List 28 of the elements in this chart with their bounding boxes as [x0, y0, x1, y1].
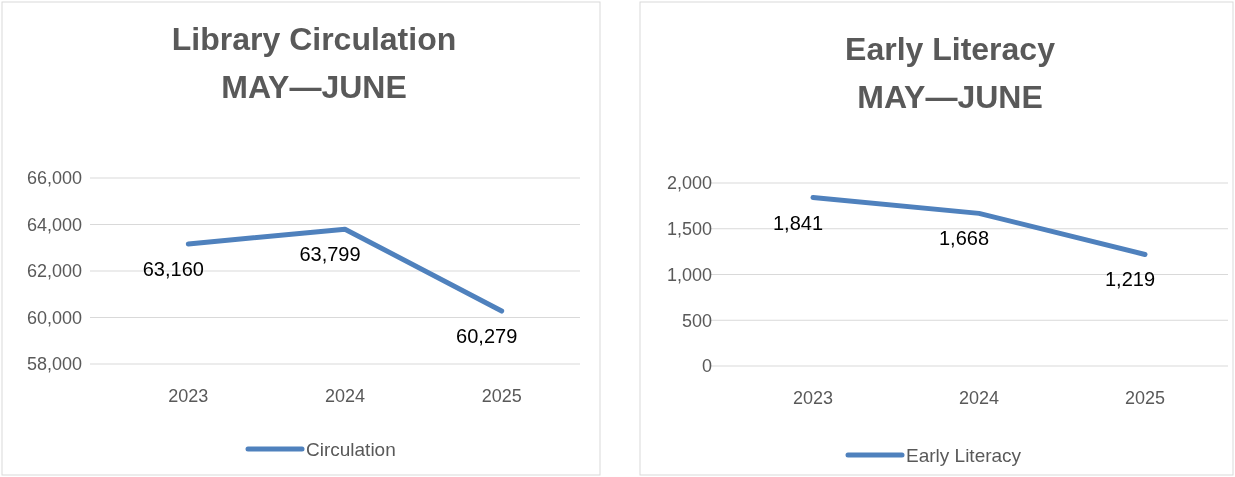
x-tick-label: 2023: [168, 386, 209, 406]
y-tick-label: 1,500: [666, 219, 712, 240]
y-tick-label: 2,000: [666, 173, 712, 194]
data-label: 60,279: [456, 325, 518, 348]
y-tick-label: 66,000: [26, 168, 82, 189]
x-tick-label: 2025: [481, 386, 522, 406]
chart-subtitle: MAY—JUNE: [221, 69, 407, 105]
y-tick-label: 0: [701, 356, 712, 377]
data-label: 1,219: [1104, 268, 1156, 291]
data-label: 1,841: [772, 211, 824, 234]
legend-label: Circulation: [306, 438, 396, 460]
y-tick-label: 64,000: [26, 214, 82, 235]
x-tick-label: 2023: [792, 388, 834, 408]
x-tick-label: 2025: [1124, 388, 1166, 408]
chart-subtitle: MAY—JUNE: [857, 79, 1043, 115]
y-tick-label: 60,000: [26, 307, 82, 328]
data-label: 63,160: [142, 258, 204, 281]
data-label: 63,799: [299, 243, 361, 266]
y-tick-label: 58,000: [26, 354, 82, 375]
y-tick-label: 1,000: [666, 264, 712, 285]
y-tick-label: 62,000: [26, 261, 82, 282]
x-tick-label: 2024: [958, 388, 1000, 408]
x-tick-label: 2024: [324, 386, 366, 406]
chart-title: Library Circulation: [171, 21, 457, 57]
data-label: 1,668: [938, 227, 990, 250]
y-tick-label: 500: [681, 310, 712, 331]
legend-label: Early Literacy: [906, 444, 1022, 466]
chart-title: Early Literacy: [845, 31, 1056, 67]
